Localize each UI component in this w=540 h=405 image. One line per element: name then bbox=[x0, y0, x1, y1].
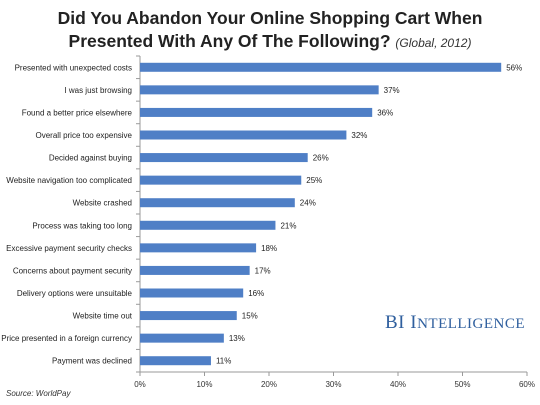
value-label: 36% bbox=[377, 108, 393, 117]
category-label: Price presented in a foreign currency bbox=[1, 334, 132, 343]
value-label: 37% bbox=[384, 86, 400, 95]
category-label: Delivery options were unsuitable bbox=[17, 289, 133, 298]
logo-word-initial: I bbox=[410, 312, 418, 333]
category-label: I was just browsing bbox=[64, 86, 132, 95]
x-tick-label: 30% bbox=[325, 380, 341, 389]
bi-intelligence-logo: BI INTELLIGENCE bbox=[385, 312, 525, 334]
category-label: Website navigation too complicated bbox=[6, 176, 132, 185]
bar bbox=[140, 356, 211, 366]
value-label: 15% bbox=[242, 312, 258, 321]
x-tick-label: 10% bbox=[196, 380, 212, 389]
category-label: Payment was declined bbox=[52, 357, 132, 366]
chart-title-line-1: Did You Abandon Your Online Shopping Car… bbox=[57, 8, 483, 28]
x-tick-label: 40% bbox=[390, 380, 406, 389]
value-label: 26% bbox=[313, 154, 329, 163]
value-label: 32% bbox=[351, 131, 367, 140]
bar bbox=[140, 85, 379, 95]
source-note: Source: WorldPay bbox=[6, 389, 71, 398]
chart-title-main: Presented With Any Of The Following? bbox=[68, 31, 391, 51]
value-label: 16% bbox=[248, 289, 264, 298]
value-label: 17% bbox=[255, 266, 271, 275]
category-label: Process was taking too long bbox=[32, 221, 132, 230]
x-tick-label: 20% bbox=[261, 380, 277, 389]
value-label: 25% bbox=[306, 176, 322, 185]
bar bbox=[140, 243, 257, 253]
category-label: Presented with unexpected costs bbox=[15, 63, 132, 72]
bar bbox=[140, 311, 237, 321]
x-tick-label: 60% bbox=[519, 380, 535, 389]
logo-word-rest: NTELLIGENCE bbox=[417, 316, 526, 332]
bar bbox=[140, 198, 295, 208]
x-tick-label: 0% bbox=[134, 380, 146, 389]
chart-subtitle: (Global, 2012) bbox=[395, 36, 472, 50]
category-label: Excessive payment security checks bbox=[6, 244, 132, 253]
value-label: 13% bbox=[229, 334, 245, 343]
value-label: 21% bbox=[280, 221, 296, 230]
bar bbox=[140, 130, 347, 140]
x-tick-label: 50% bbox=[454, 380, 470, 389]
value-label: 11% bbox=[216, 357, 231, 366]
bar bbox=[140, 265, 250, 275]
category-label: Website crashed bbox=[73, 199, 132, 208]
bar bbox=[140, 153, 308, 163]
value-label: 24% bbox=[300, 199, 316, 208]
bar bbox=[140, 220, 276, 230]
value-label: 56% bbox=[506, 63, 522, 72]
value-label: 18% bbox=[261, 244, 277, 253]
category-label: Website time out bbox=[73, 312, 133, 321]
bar bbox=[140, 333, 224, 343]
category-label: Concerns about payment security bbox=[13, 266, 132, 275]
category-label: Decided against buying bbox=[49, 154, 132, 163]
category-label: Overall price too expensive bbox=[36, 131, 133, 140]
bar bbox=[140, 175, 302, 185]
bar bbox=[140, 288, 244, 298]
chart-title-line-2: Presented With Any Of The Following? (Gl… bbox=[0, 31, 540, 52]
category-label: Found a better price elsewhere bbox=[22, 108, 133, 117]
bar bbox=[140, 62, 502, 72]
bar bbox=[140, 107, 373, 117]
logo-initials: BI bbox=[385, 312, 405, 333]
